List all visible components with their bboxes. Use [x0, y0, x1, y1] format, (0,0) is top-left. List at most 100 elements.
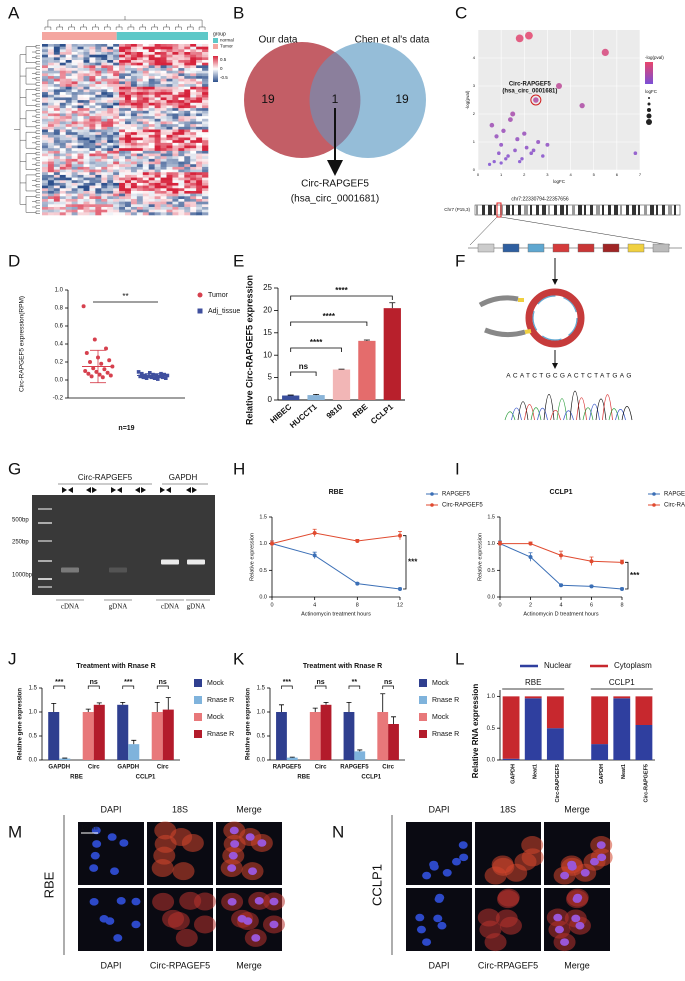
heatmap-cell: [113, 153, 120, 157]
heatmap-cell: [83, 92, 90, 96]
heatmap-cell: [65, 196, 72, 200]
heatmap-cell: [113, 86, 120, 90]
heatmap-cell: [190, 100, 197, 104]
heatmap-cell: [119, 110, 126, 114]
y-tick-label: 1.0: [257, 710, 266, 716]
heatmap-cell: [154, 196, 161, 200]
y-tick-label: 1.0: [487, 541, 495, 547]
heatmap-cell: [136, 57, 144, 61]
heatmap-cell: [136, 140, 144, 144]
heatmap-cell: [119, 46, 126, 50]
heatmap-cell: [166, 150, 173, 154]
x-tick-label: GAPDH: [511, 764, 517, 784]
heatmap-cell: [107, 102, 114, 106]
heatmap-cell: [59, 124, 67, 128]
heatmap-cell: [113, 174, 120, 178]
heatmap-cell: [42, 166, 49, 170]
chromosome-band: [620, 205, 622, 215]
chromosome-band: [596, 205, 600, 215]
heatmap-cell: [83, 84, 90, 88]
heatmap-cell: [65, 182, 72, 186]
column-label: Circ-RPAGEF5: [478, 960, 538, 970]
heatmap-cell: [125, 164, 132, 168]
heatmap-cell: [119, 70, 126, 74]
heatmap-cell: [172, 81, 179, 85]
heatmap-cell: [119, 209, 126, 213]
heatmap-cell: [83, 46, 90, 50]
heatmap-cell: [178, 182, 185, 186]
nucleus: [105, 917, 115, 925]
heatmap-cell: [130, 60, 138, 64]
heatmap-cell: [142, 46, 150, 50]
heatmap-cell: [125, 169, 132, 173]
heatmap-cell: [47, 121, 55, 125]
chromosome-band: [506, 205, 510, 215]
x-axis-label: Actinomycin treatment hours: [301, 611, 371, 617]
heatmap-cell: [47, 110, 55, 114]
heatmap-cell: [184, 206, 191, 210]
heatmap-cell: [184, 84, 191, 88]
heatmap-cell: [160, 198, 167, 202]
heatmap-cell: [125, 156, 132, 160]
heatmap-cell: [65, 94, 72, 98]
heatmap-cell: [95, 100, 102, 104]
heatmap-cell: [142, 145, 150, 149]
heatmap-cell: [59, 49, 67, 53]
heatmap-cell: [53, 73, 61, 77]
heatmap-cell: [125, 116, 132, 120]
heatmap-cell: [148, 46, 155, 50]
lane-label: cDNA: [161, 603, 179, 611]
y-tick-label: 10: [263, 350, 272, 359]
heatmap-cell: [65, 145, 72, 149]
heatmap-cell: [42, 121, 49, 125]
heatmap-cell: [71, 201, 78, 205]
heatmap-cell: [178, 153, 185, 157]
heatmap-cell: [154, 94, 161, 98]
heatmap-cell: [154, 150, 161, 154]
heatmap-cell: [101, 201, 108, 205]
heatmap-cell: [89, 62, 96, 66]
heatmap-cell: [77, 76, 84, 80]
heatmap-cell: [71, 73, 78, 77]
heatmap-cell: [166, 174, 173, 178]
heatmap-cell: [101, 44, 108, 47]
heatmap-cell: [142, 156, 150, 160]
heatmap-cell: [107, 105, 114, 109]
venn-id: (hsa_circ_0001681): [291, 194, 379, 205]
heatmap-cell: [65, 177, 72, 181]
column-label: Merge: [564, 804, 590, 814]
heatmap-cell: [101, 49, 108, 53]
bar: [151, 712, 163, 760]
heatmap-cell: [154, 60, 161, 64]
y-tick-label: 1.5: [259, 514, 267, 520]
heatmap-cell: [59, 97, 67, 101]
heatmap-cell: [77, 185, 84, 189]
nucleus: [596, 841, 606, 849]
heatmap-cell: [107, 49, 114, 53]
heatmap-cell: [142, 164, 150, 168]
heatmap-cell: [148, 94, 155, 98]
heatmap-cell: [142, 124, 150, 128]
heatmap-cell: [184, 164, 191, 168]
heatmap-cell: [53, 68, 61, 72]
chromosome-band: [488, 205, 492, 215]
heatmap-cell: [107, 204, 114, 208]
heatmap-cell: [65, 49, 72, 53]
heatmap-cell: [53, 148, 61, 152]
heatmap-cell: [190, 164, 197, 168]
heatmap-cell: [83, 105, 90, 109]
heatmap-cell: [166, 158, 173, 162]
scale-label: 0.5: [220, 57, 227, 62]
group-label: RBE: [525, 678, 541, 687]
heatmap-cell: [142, 89, 150, 93]
heatmap-cell: [119, 145, 126, 149]
heatmap-cell: [196, 190, 203, 194]
heatmap-cell: [160, 68, 167, 72]
heatmap-cell: [42, 140, 49, 144]
heatmap-cell: [125, 62, 132, 66]
heatmap-cell: [202, 100, 209, 104]
heatmap-cell: [95, 150, 102, 154]
heatmap-cell: [142, 94, 150, 98]
heatmap-cell: [65, 169, 72, 173]
heatmap-cell: [136, 62, 144, 66]
